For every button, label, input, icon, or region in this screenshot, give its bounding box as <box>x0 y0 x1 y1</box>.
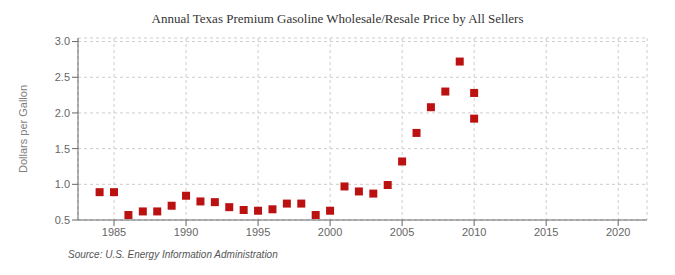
html-text:Annual Texas Premium Gasoline: Annual Texas Premium Gasoline Wholesale/… <box>151 11 524 26</box>
svg-text:1.5: 1.5 <box>55 143 70 155</box>
svg-text:2020: 2020 <box>606 226 630 238</box>
html-text:Source: U.S. Energy Informatio: Source: U.S. Energy Information Administ… <box>68 249 278 260</box>
svg-text:Dollars per Gallon: Dollars per Gallon <box>17 85 29 173</box>
svg-text:3.0: 3.0 <box>55 35 70 47</box>
svg-text:2010: 2010 <box>462 226 486 238</box>
svg-text:1.0: 1.0 <box>55 178 70 190</box>
svg-text:2015: 2015 <box>534 226 558 238</box>
svg-text:2.5: 2.5 <box>55 71 70 83</box>
svg-text:1985: 1985 <box>102 226 126 238</box>
svg-text:2005: 2005 <box>390 226 414 238</box>
svg-text:2000: 2000 <box>318 226 342 238</box>
svg-text:0.5: 0.5 <box>55 214 70 226</box>
svg-text:1990: 1990 <box>174 226 198 238</box>
svg-text:2.0: 2.0 <box>55 107 70 119</box>
svg-text:1995: 1995 <box>246 226 270 238</box>
